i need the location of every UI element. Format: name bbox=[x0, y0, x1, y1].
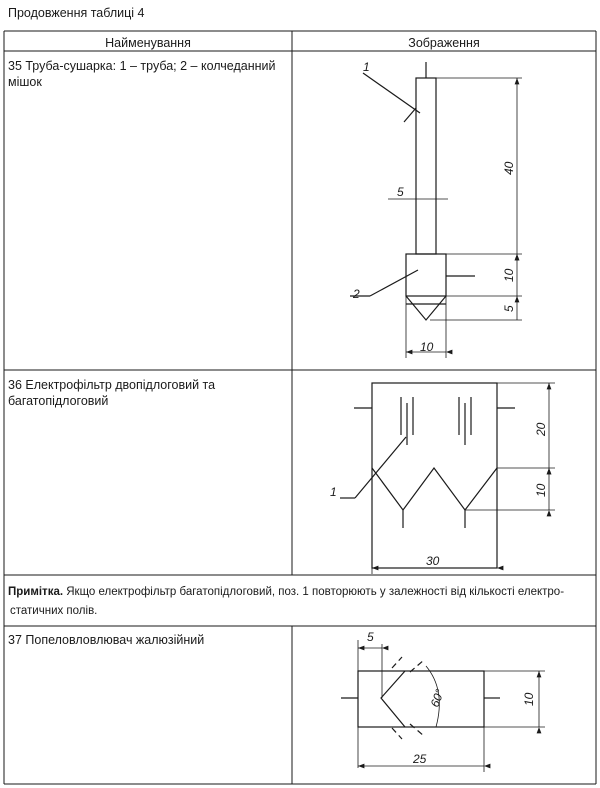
dim-cone-height: 5 bbox=[502, 305, 516, 312]
note-line-2: статичних полів. bbox=[10, 605, 98, 617]
table-note: Примітка. Якщо електрофільтр багатопідло… bbox=[8, 583, 590, 621]
dim-height: 10 bbox=[522, 692, 536, 706]
drying-pipe-drawing bbox=[350, 62, 522, 358]
dim-lower-height: 10 bbox=[534, 483, 548, 497]
row-35-text: 35 Труба-сушарка: 1 – труба; 2 – колчеда… bbox=[8, 59, 276, 89]
ash-collector-drawing bbox=[341, 640, 545, 772]
dim-length: 25 bbox=[412, 752, 427, 766]
electrofilter-drawing bbox=[340, 382, 555, 574]
callout-1: 1 bbox=[363, 60, 370, 74]
table-caption: Продовження таблиці 4 bbox=[8, 6, 145, 20]
row-37-text: 37 Попеловловлювач жалюзійний bbox=[8, 633, 205, 647]
note-line-1: Якщо електрофільтр багатопідлоговий, поз… bbox=[63, 586, 565, 598]
callout-2: 2 bbox=[352, 287, 360, 301]
row-36-text: 36 Електрофільтр двопідлоговий та багато… bbox=[8, 378, 216, 408]
dim-pipe-width: 5 bbox=[397, 185, 404, 199]
dim-length: 40 bbox=[502, 161, 516, 175]
dim-offset: 5 bbox=[367, 630, 374, 644]
dim-upper-height: 20 bbox=[534, 422, 548, 437]
dim-bag-width: 10 bbox=[420, 340, 434, 354]
note-label: Примітка. bbox=[8, 586, 64, 598]
column-header-name: Найменування bbox=[105, 36, 191, 50]
dim-angle: 60° bbox=[428, 687, 447, 709]
dim-width: 30 bbox=[426, 554, 440, 568]
dim-bag-height: 10 bbox=[502, 268, 516, 282]
column-header-image: Зображення bbox=[408, 36, 480, 50]
callout-field: 1 bbox=[330, 485, 337, 499]
table-grid bbox=[3, 30, 597, 785]
